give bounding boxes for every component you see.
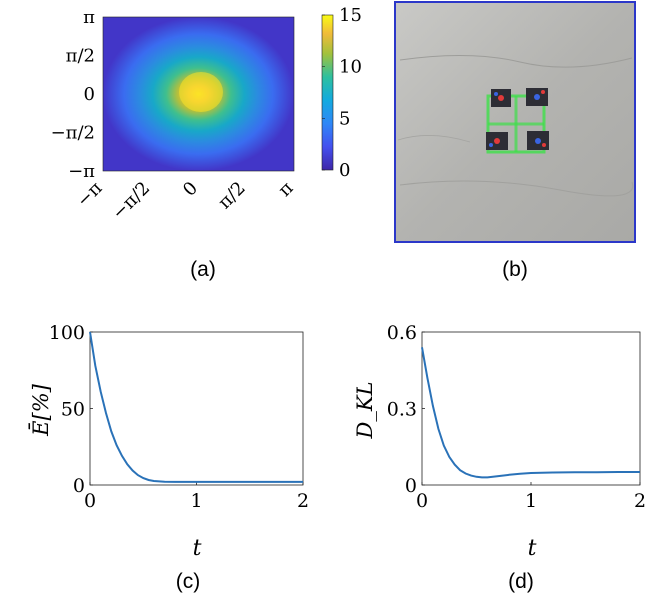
caption-a: (a): [190, 258, 216, 281]
y-tick-label: 0: [405, 475, 417, 497]
y-tick-label: 0: [73, 475, 85, 497]
heatmap-x-tick: π/2: [214, 178, 250, 214]
heatmap-x-tick-labels: −π −π/2 0 π/2 π: [73, 178, 298, 224]
heatmap-y-tick: π: [83, 7, 95, 28]
y-tick-label: 50: [61, 399, 85, 421]
y-axis-label-c: Ē[%]: [29, 383, 53, 436]
floor-crack: [399, 180, 634, 197]
floor-crack: [399, 54, 633, 68]
x-tick-label: 1: [525, 490, 537, 512]
robot: [486, 132, 508, 150]
robot: [527, 131, 549, 150]
heatmap-y-tick-labels: π π/2 0 −π/2 −π: [51, 7, 96, 182]
y-axis-label-d: D_KL: [353, 382, 377, 440]
tick-labels-c: 0 1 2 100 50 0: [49, 322, 309, 512]
x-tick-label: 0: [84, 490, 96, 512]
panel-d: 0 1 2 0.6 0.3 0 t D_KL (d): [353, 322, 646, 593]
caption-d: (d): [508, 570, 534, 593]
x-axis-label-d: t: [528, 536, 537, 561]
tick-labels-d: 0 1 2 0.6 0.3 0: [387, 322, 646, 512]
heatmap-frame: [102, 16, 295, 172]
robot-formation: [486, 88, 549, 154]
colorbar-tick: 10: [339, 57, 362, 78]
heatmap-x-tick: −π: [73, 178, 107, 212]
heatmap-y-tick: −π/2: [51, 123, 95, 144]
heatmap-peak-glow: [179, 72, 223, 112]
x-tick-label: 2: [297, 490, 309, 512]
x-axis-label-c: t: [193, 536, 202, 561]
plot-area-d: [421, 331, 641, 486]
floor-crack: [397, 135, 471, 143]
x-tick-label: 2: [634, 490, 646, 512]
y-tick-label: 0.6: [387, 322, 417, 344]
robot: [491, 89, 511, 107]
x-tick-label: 0: [416, 490, 428, 512]
heatmap-y-tick: 0: [84, 84, 95, 105]
y-tick-label: 100: [49, 322, 85, 344]
series-line-d: [421, 347, 640, 479]
panel-b: (b): [394, 1, 636, 281]
heatmap-x-tick: π: [274, 178, 297, 201]
caption-b: (b): [502, 258, 528, 281]
colorbar-tick: 0: [339, 160, 350, 181]
heatmap-y-tick: π/2: [66, 46, 95, 67]
heatmap-x-tick: 0: [179, 178, 202, 201]
y-tick-label: 0.3: [387, 399, 417, 421]
colorbar-tick: 5: [339, 108, 350, 129]
robot: [526, 88, 548, 106]
colorbar: [321, 14, 334, 171]
heatmap-y-tick: −π: [68, 161, 95, 182]
plot-area-c: [89, 331, 304, 486]
series-line-c: [89, 331, 303, 483]
x-tick-label: 1: [190, 490, 202, 512]
colorbar-tick: 15: [339, 5, 362, 26]
panel-c: 0 1 2 100 50 0 t Ē[%] (c): [29, 322, 309, 593]
colorbar-tick-labels: 15 10 5 0: [322, 5, 362, 181]
heatmap-x-tick: −π/2: [108, 178, 154, 224]
caption-c: (c): [176, 570, 201, 593]
axis-ticks-d: [421, 331, 641, 486]
